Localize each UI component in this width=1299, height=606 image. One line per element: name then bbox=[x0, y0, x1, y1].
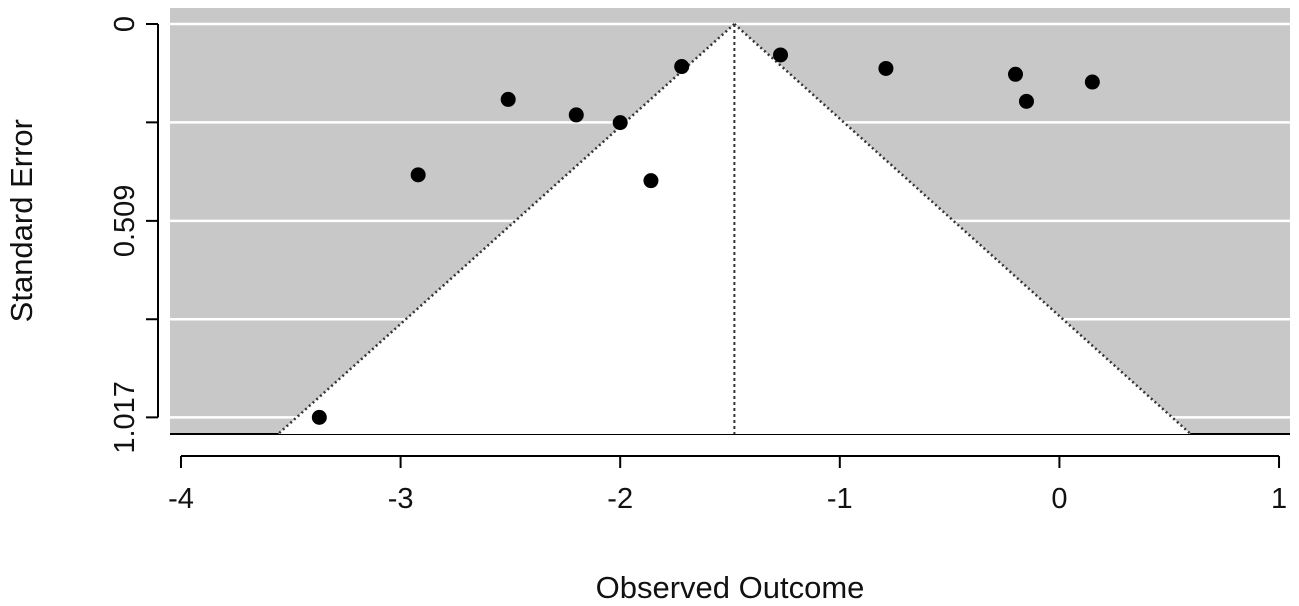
funnel-region bbox=[277, 23, 1192, 435]
x-tick-label-0: -4 bbox=[168, 483, 194, 515]
x-tick-label-4: 0 bbox=[1051, 483, 1067, 515]
funnel-left-edge bbox=[277, 23, 736, 435]
y-tick-label-4: 1.017 bbox=[109, 381, 141, 454]
study-point-6 bbox=[643, 173, 659, 189]
x-tick-label-3: -1 bbox=[827, 483, 853, 515]
x-tick-label-2: -2 bbox=[607, 483, 633, 515]
study-point-9 bbox=[878, 60, 894, 76]
study-point-1 bbox=[311, 409, 327, 425]
study-point-5 bbox=[612, 115, 628, 131]
funnel-right-edge bbox=[733, 23, 1192, 435]
study-point-2 bbox=[410, 167, 426, 183]
study-point-12 bbox=[1084, 74, 1100, 90]
y-tick-label-2: 0.509 bbox=[109, 185, 141, 258]
x-tick-label-5: 1 bbox=[1271, 483, 1287, 515]
study-point-4 bbox=[568, 107, 584, 123]
axes: -4 -3 -2 -1 0 1 0 0.509 1.017 bbox=[109, 16, 1287, 515]
x-tick-label-1: -3 bbox=[388, 483, 414, 515]
x-axis-title: Observed Outcome bbox=[596, 570, 865, 605]
study-point-11 bbox=[1018, 93, 1034, 109]
study-point-8 bbox=[773, 47, 789, 63]
y-tick-label-0: 0 bbox=[109, 16, 141, 32]
study-points bbox=[311, 47, 1100, 425]
study-point-10 bbox=[1007, 66, 1023, 82]
y-axis-title: Standard Error bbox=[4, 119, 39, 322]
study-point-3 bbox=[500, 91, 516, 107]
study-point-7 bbox=[674, 59, 690, 75]
